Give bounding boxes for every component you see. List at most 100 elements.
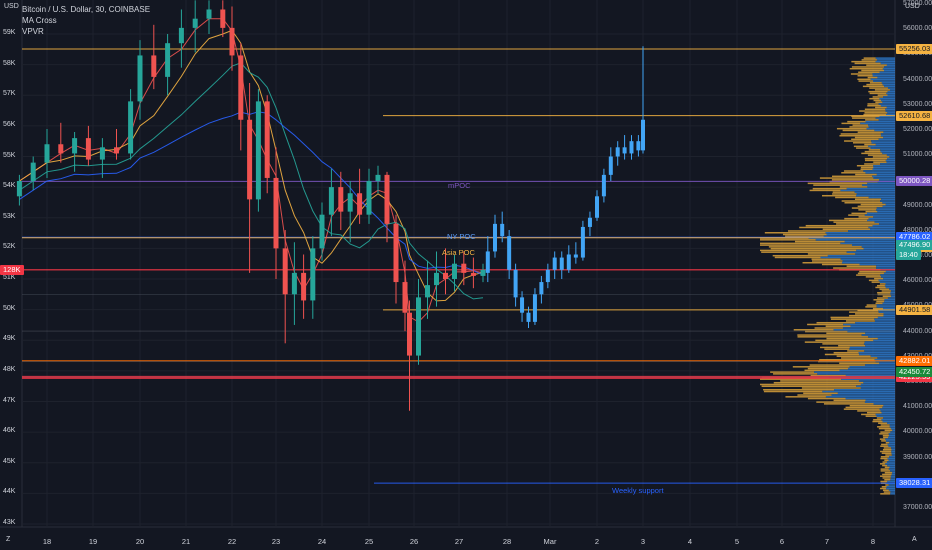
volume-bar-down — [864, 350, 895, 352]
volume-bar-up — [847, 350, 865, 352]
timezone-button[interactable]: Z — [6, 536, 11, 543]
volume-bar-down — [865, 344, 895, 347]
volume-bar-up — [864, 157, 888, 160]
volume-bar-down — [876, 265, 895, 268]
volume-bar-up — [884, 466, 890, 469]
volume-bar-down — [883, 314, 895, 317]
volume-bar-down — [887, 94, 895, 96]
volume-bar-up — [768, 246, 862, 248]
volume-bar-up — [859, 270, 886, 273]
volume-bar-up — [874, 89, 890, 91]
volume-bar-up — [819, 177, 874, 179]
volume-bar-up — [797, 394, 832, 396]
indicator-vpvr[interactable]: VPVR — [22, 27, 44, 36]
volume-bar-up — [833, 221, 875, 223]
volume-bar-down — [866, 212, 895, 215]
volume-bar-up — [780, 380, 859, 382]
volume-bar-up — [858, 80, 874, 82]
candle-body — [452, 263, 457, 279]
x-tick-label: 4 — [687, 537, 693, 546]
volume-bar-up — [884, 478, 891, 481]
volume-bar-down — [863, 170, 895, 172]
volume-bar-up — [833, 399, 866, 402]
volume-bar-down — [879, 179, 895, 181]
volume-bar-down — [879, 362, 895, 365]
volume-bar-down — [880, 410, 895, 412]
indicator-ma-cross[interactable]: MA Cross — [22, 16, 57, 25]
volume-bar-up — [763, 389, 835, 391]
volume-bar-down — [831, 394, 895, 396]
volume-bar-up — [865, 415, 877, 417]
volume-bar-down — [839, 369, 895, 372]
right-tick-label: 51000.00 — [903, 151, 932, 159]
symbol-title[interactable]: Bitcoin / U.S. Dollar, 30, COINBASE — [22, 5, 151, 14]
candle-body — [601, 174, 606, 197]
volume-bar-up — [883, 447, 892, 449]
x-tick-label: Mar — [543, 537, 557, 546]
candle-body — [44, 144, 50, 163]
volume-bar-up — [877, 284, 885, 287]
candle-body — [291, 272, 297, 295]
x-tick-label: 26 — [409, 537, 419, 546]
volume-bar-up — [844, 217, 869, 220]
ma-mid-line — [19, 29, 484, 302]
x-tick-label: 28 — [502, 537, 512, 546]
volume-bar-up — [872, 307, 884, 310]
volume-bar-down — [873, 339, 895, 342]
candle-body — [443, 272, 448, 279]
volume-bar-down — [840, 258, 895, 260]
volume-bar-down — [883, 277, 895, 280]
historical-candles — [16, 0, 486, 411]
price-line-tag[interactable]: 55256.03 — [896, 43, 932, 54]
volume-bar-down — [872, 73, 895, 75]
auto-scale-button[interactable]: A — [912, 536, 917, 543]
volume-bar-down — [888, 434, 895, 437]
volume-bar-up — [879, 283, 886, 285]
price-line-tag[interactable]: 47786.02 — [896, 232, 932, 243]
volume-bar-up — [882, 461, 887, 463]
candle-body — [470, 272, 476, 276]
candle-body — [328, 187, 334, 215]
volume-bar-down — [841, 378, 895, 380]
price-line-tag[interactable]: 50000.28 — [896, 176, 932, 187]
volume-bar-down — [815, 239, 895, 241]
price-line-tag[interactable]: 38028.31 — [896, 478, 932, 489]
volume-bar-down — [889, 288, 895, 290]
volume-bar-up — [866, 411, 882, 414]
volume-bar-down — [870, 228, 895, 230]
volume-bar-down — [868, 336, 895, 338]
volume-bar-down — [887, 112, 895, 114]
volume-bar-up — [828, 219, 868, 222]
volume-bar-down — [880, 105, 895, 107]
volume-bar-up — [857, 205, 883, 208]
price-line-tag[interactable]: 44901.58 — [896, 304, 932, 315]
volume-bar-up — [807, 397, 846, 400]
price-line-tag[interactable]: 52610.68 — [896, 110, 932, 121]
price-line-tag[interactable]: 42882.01 — [896, 355, 932, 366]
volume-bar-down — [891, 295, 895, 298]
volume-bar-up — [824, 353, 860, 356]
volume-bar-up — [875, 101, 883, 103]
volume-bar-up — [851, 212, 867, 215]
candle-body — [545, 269, 550, 283]
candle-body — [192, 18, 198, 28]
volume-bar-down — [826, 233, 895, 236]
ma-slow-line — [19, 62, 484, 300]
volume-bar-down — [880, 163, 895, 165]
volume-bar-down — [867, 219, 895, 222]
left-tick-label: 51K — [3, 274, 16, 281]
price-line-tag[interactable]: 42225.55 — [896, 372, 932, 383]
volume-bar-up — [849, 311, 879, 313]
volume-bar-down — [875, 57, 895, 59]
volume-bar-up — [880, 475, 891, 477]
chart-legend: Bitcoin / U.S. Dollar, 30, COINBASE MA C… — [22, 4, 150, 37]
candle-body — [366, 181, 372, 215]
volume-bar-down — [882, 152, 895, 155]
volume-bar-down — [833, 329, 895, 331]
volume-bar-up — [760, 239, 816, 241]
volume-bar-up — [810, 374, 846, 377]
volume-bar-down — [889, 424, 895, 426]
volume-bar-up — [760, 242, 841, 245]
